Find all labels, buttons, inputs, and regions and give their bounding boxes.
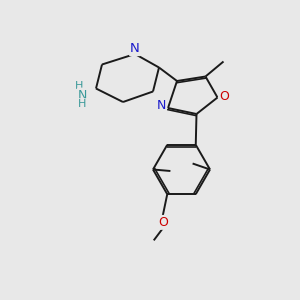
Text: H: H (78, 99, 87, 109)
Text: H: H (75, 80, 84, 91)
Text: N: N (130, 42, 140, 55)
Text: N: N (157, 99, 166, 112)
Text: O: O (219, 90, 229, 104)
Text: O: O (158, 216, 168, 229)
Text: N: N (78, 88, 87, 102)
